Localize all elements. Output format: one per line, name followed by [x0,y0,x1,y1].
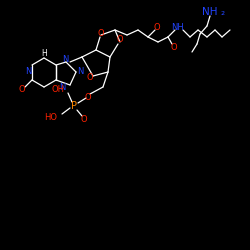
Text: O: O [98,28,104,38]
Text: O: O [81,114,87,124]
Text: H: H [41,50,47,58]
Text: O: O [117,36,123,44]
Text: O: O [85,92,91,102]
Text: P: P [71,101,77,111]
Text: OH: OH [51,84,64,94]
Text: O: O [19,86,25,94]
Text: O: O [154,22,160,32]
Text: O: O [87,74,93,82]
Text: HO: HO [44,112,57,122]
Text: ₂: ₂ [221,7,225,17]
Text: N: N [25,68,31,76]
Text: N: N [77,68,83,76]
Text: NH: NH [202,7,218,17]
Text: N: N [62,56,68,64]
Text: NH: NH [172,22,184,32]
Text: O: O [171,44,177,52]
Text: N: N [59,84,65,92]
